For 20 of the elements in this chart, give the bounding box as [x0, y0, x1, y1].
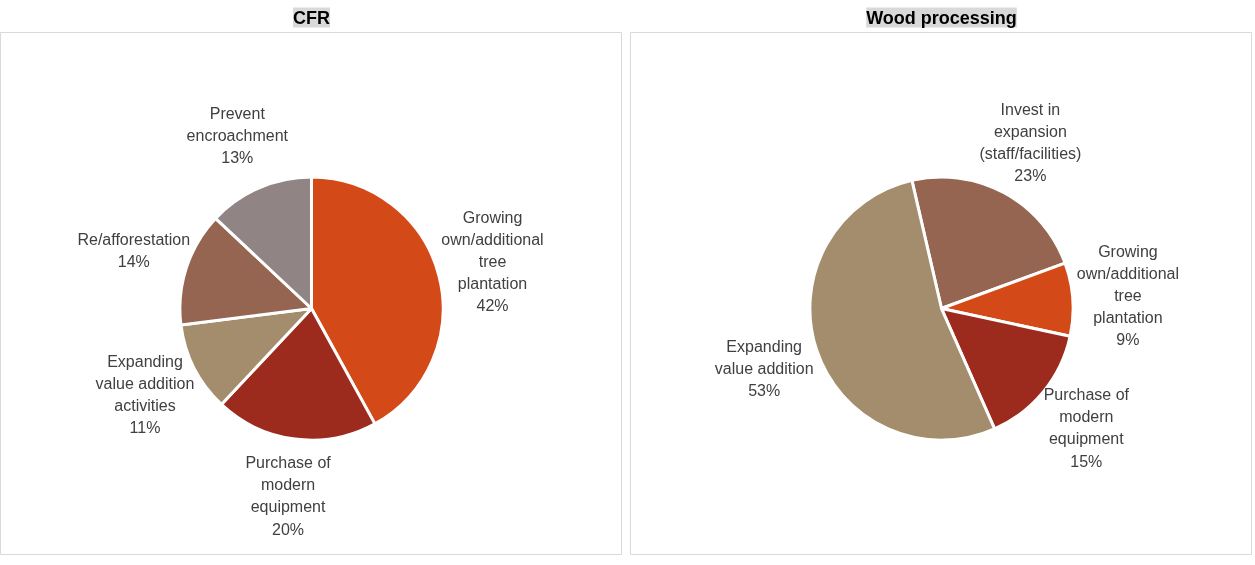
slice-label: Growing own/additional tree plantation — [1076, 242, 1180, 326]
chart-title: Wood processing — [866, 7, 1017, 28]
data-label: 13% — [221, 148, 254, 166]
data-label: 15% — [1070, 452, 1103, 470]
data-label: 53% — [748, 381, 781, 399]
data-label: 20% — [272, 520, 305, 538]
data-label: 9% — [1116, 331, 1140, 349]
slice-label: Growing own/additional tree plantation — [441, 208, 544, 293]
slice-label: Purchase of modern equipment — [1043, 386, 1130, 448]
data-label: 11% — [129, 418, 161, 436]
chart-title: CFR — [293, 7, 330, 28]
slice-label: Prevent encroachment — [186, 104, 289, 144]
slice-label: Re/afforestation — [77, 230, 191, 248]
data-label: 23% — [1014, 167, 1047, 185]
slice-label: Expanding value addition — [714, 337, 814, 377]
slice-label: Expanding value addition activities — [95, 352, 195, 414]
data-label: 14% — [117, 252, 150, 270]
slice-label: Purchase of modern equipment — [245, 454, 332, 516]
data-label: 42% — [476, 297, 509, 315]
slice-label: Invest in expansion (staff/facilities) — [979, 100, 1082, 162]
